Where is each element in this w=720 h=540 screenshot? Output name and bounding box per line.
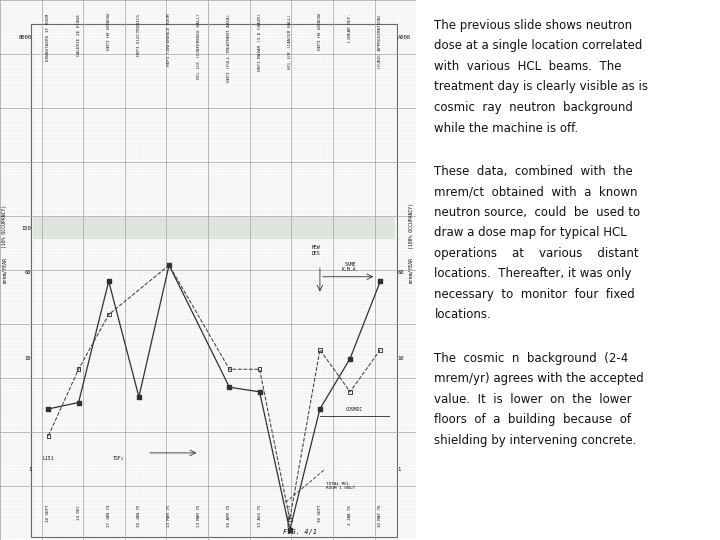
Point: [73, 365, 84, 374]
Text: 1: 1: [28, 467, 31, 471]
Text: HEPI CONFERENCE ROOM: HEPI CONFERENCE ROOM: [167, 14, 171, 66]
Text: mrem/yr) agrees with the accepted: mrem/yr) agrees with the accepted: [434, 372, 644, 385]
Point: [224, 365, 235, 374]
Text: floors  of  a  building  because  of: floors of a building because of: [434, 413, 631, 426]
Text: NEW
DES: NEW DES: [312, 245, 320, 256]
Text: neutron source,  could  be  used to: neutron source, could be used to: [434, 206, 641, 219]
Point: [284, 526, 295, 535]
Point: [163, 261, 175, 269]
Text: 21 JUL 75: 21 JUL 75: [288, 505, 292, 528]
Point: [374, 346, 386, 354]
Point: [103, 277, 114, 286]
Text: (10% OCCUPANCY): (10% OCCUPANCY): [2, 205, 7, 248]
Text: necessary  to  monitor  four  fixed: necessary to monitor four fixed: [434, 288, 635, 301]
Point: [42, 404, 54, 413]
Text: mrem/YEAR: mrem/YEAR: [2, 256, 7, 282]
Text: DOWNSTAIRS 1F ROOM: DOWNSTAIRS 1F ROOM: [46, 14, 50, 60]
Text: 30 SEPT: 30 SEPT: [318, 505, 322, 522]
Text: operations    at    various    distant: operations at various distant: [434, 247, 639, 260]
Text: 10 JAN 75: 10 JAN 75: [137, 505, 141, 528]
Text: 17 JAN 74: 17 JAN 74: [107, 505, 111, 528]
Point: [133, 393, 145, 401]
Text: 14 DEC: 14 DEC: [76, 505, 81, 520]
Text: with  various  HCL  beams.  The: with various HCL beams. The: [434, 60, 622, 73]
Text: COSMIC: COSMIC: [346, 407, 363, 412]
Text: shielding by intervening concrete.: shielding by intervening concrete.: [434, 434, 636, 447]
Text: 13 MAR 75: 13 MAR 75: [197, 505, 201, 528]
Text: (CUBIC APPROXIMATION): (CUBIC APPROXIMATION): [378, 14, 382, 69]
Text: locations.  Thereafter, it was only: locations. Thereafter, it was only: [434, 267, 632, 280]
Text: 30 APR 75: 30 APR 75: [228, 505, 231, 528]
Text: 150: 150: [22, 226, 31, 231]
Text: 10 MAY 76: 10 MAY 76: [378, 505, 382, 528]
Text: 60: 60: [24, 270, 31, 275]
Text: HEPI HV WINDOW: HEPI HV WINDOW: [318, 14, 322, 50]
Point: [254, 388, 266, 396]
Text: 60: 60: [397, 270, 404, 275]
Point: [42, 431, 54, 440]
Text: 10: 10: [24, 356, 31, 361]
Text: value.  It  is  lower  on  the  lower: value. It is lower on the lower: [434, 393, 632, 406]
Text: cosmic  ray  neutron  background: cosmic ray neutron background: [434, 101, 634, 114]
Text: 8000: 8000: [18, 35, 31, 40]
Text: HCL LOC (CONFERENCE HALL): HCL LOC (CONFERENCE HALL): [197, 14, 201, 79]
Point: [73, 398, 84, 407]
Text: treatment day is clearly visible as is: treatment day is clearly visible as is: [434, 80, 649, 93]
Point: [284, 515, 295, 524]
Text: HCL LOF (CANCER HALL): HCL LOF (CANCER HALL): [288, 14, 292, 69]
Point: [254, 365, 266, 374]
Text: HEPI HV WINDOW: HEPI HV WINDOW: [107, 14, 111, 50]
Point: [344, 388, 356, 396]
Text: 3 JAN 76: 3 JAN 76: [348, 505, 352, 525]
Text: These  data,  combined  with  the: These data, combined with the: [434, 165, 633, 178]
Point: [163, 261, 175, 269]
Text: LINEAR REF.: LINEAR REF.: [348, 14, 352, 42]
Point: [314, 346, 325, 354]
Point: [314, 404, 325, 413]
Text: mrem/YEAR: mrem/YEAR: [409, 256, 414, 282]
Bar: [33, 217, 395, 239]
Text: 1: 1: [397, 467, 401, 471]
Text: while the machine is off.: while the machine is off.: [434, 122, 578, 134]
Text: HEPI (FULL TREATMENT AREA): HEPI (FULL TREATMENT AREA): [228, 14, 231, 82]
Text: The previous slide shows neutron: The previous slide shows neutron: [434, 19, 632, 32]
Text: The  cosmic  n  background  (2-4: The cosmic n background (2-4: [434, 352, 629, 365]
Text: GALERIE 2E ETAGE: GALERIE 2E ETAGE: [76, 14, 81, 56]
Text: dose at a single location correlated: dose at a single location correlated: [434, 39, 643, 52]
Text: draw a dose map for typical HCL: draw a dose map for typical HCL: [434, 226, 627, 239]
Text: TSF₂: TSF₂: [113, 456, 125, 461]
Text: HEPI ELECTRONICS: HEPI ELECTRONICS: [137, 14, 141, 56]
Text: 10: 10: [397, 356, 404, 361]
Text: 13 MAR 75: 13 MAR 75: [167, 505, 171, 528]
Text: L151: L151: [42, 456, 54, 461]
Text: A000: A000: [397, 35, 410, 40]
Bar: [31, 24, 397, 537]
Text: mrem/ct  obtained  with  a  known: mrem/ct obtained with a known: [434, 185, 638, 198]
Text: 10 SEPT: 10 SEPT: [46, 505, 50, 522]
Text: HEPI-MAVAR (3-D CHAIR): HEPI-MAVAR (3-D CHAIR): [258, 14, 261, 71]
Text: TOTAL MCL
ROOM 1 ONLY: TOTAL MCL ROOM 1 ONLY: [326, 482, 355, 490]
Point: [103, 310, 114, 319]
Text: 13 AUG 75: 13 AUG 75: [258, 505, 261, 528]
Point: [224, 383, 235, 391]
Point: [374, 277, 386, 286]
Text: locations.: locations.: [434, 308, 491, 321]
Point: [344, 354, 356, 363]
Text: SAME
K.M.A.: SAME K.M.A.: [341, 261, 359, 272]
Text: FIG. 4/1: FIG. 4/1: [283, 529, 317, 535]
Text: (100% OCCUPANCY): (100% OCCUPANCY): [409, 204, 414, 249]
